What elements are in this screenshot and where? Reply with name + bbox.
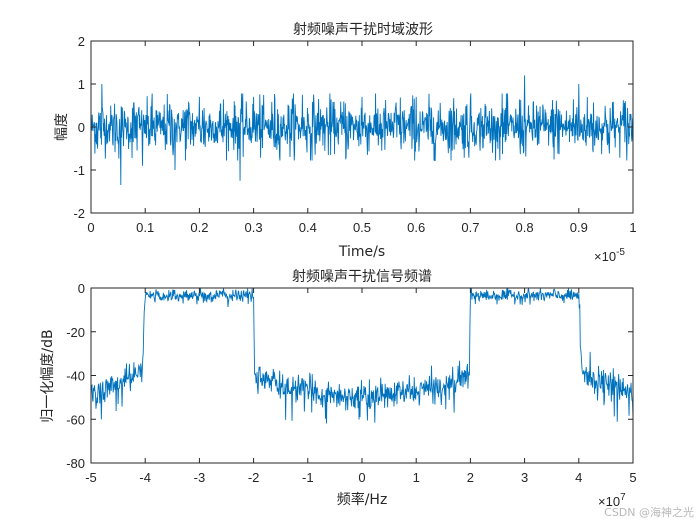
plot1-y-ticks: -2 -1 0 1 2	[73, 34, 633, 221]
time-domain-plot: 射频噪声干扰时域波形 0 0.1 0.2 0.3 0.4 0.5 0.6 0.7 0.8 0.9 1…	[54, 22, 637, 264]
plot2-title: 射频噪声干扰信号频谱	[292, 269, 432, 285]
plot2-y-ticks: -80 -60 -40 -20 0	[66, 281, 633, 471]
plot2-x-exponent: ×107	[598, 492, 626, 509]
plot1-exp-power: -5	[616, 247, 625, 258]
y-tick-label: 1	[78, 77, 85, 92]
plot1-title: 射频噪声干扰时域波形	[293, 22, 433, 38]
plot2-exp-base: ×10	[598, 494, 620, 509]
plot1-exp-base: ×10	[594, 249, 616, 264]
y-tick-label: 2	[78, 34, 85, 49]
y-tick-label: 0	[78, 120, 85, 135]
plot1-ylabel: 幅度	[54, 113, 70, 141]
x-tick-label: -2	[248, 470, 260, 485]
x-tick-label: 1	[629, 220, 636, 235]
y-tick-label: -2	[73, 206, 85, 221]
y-tick-label: -1	[73, 163, 85, 178]
x-tick-label: 0.5	[353, 220, 371, 235]
watermark: CSDN @海神之光	[604, 505, 694, 519]
plot2-spectrum-line	[90, 288, 634, 424]
frequency-spectrum-plot: 射频噪声干扰信号频谱 -5 -4 -3 -2 -1 0 1 2 3 4 5 -80 -60 -40 -20…	[39, 269, 637, 509]
x-tick-label: 0.4	[299, 220, 317, 235]
plot2-exp-power: 7	[620, 492, 626, 503]
x-tick-label: -1	[302, 470, 314, 485]
x-tick-label: 0	[358, 470, 365, 485]
waveform-series	[90, 75, 634, 186]
x-tick-label: 0.1	[136, 220, 154, 235]
plot2-ylabel: 归一化幅度/dB	[39, 329, 56, 422]
plot1-x-exponent: ×10-5	[594, 247, 625, 264]
x-tick-label: -3	[194, 470, 206, 485]
y-tick-label: -20	[66, 325, 85, 340]
plot1-xlabel: Time/s	[338, 244, 385, 260]
y-tick-label: -40	[66, 369, 85, 384]
y-tick-label: -80	[66, 456, 85, 471]
x-tick-label: -5	[85, 470, 97, 485]
x-tick-label: 2	[467, 470, 474, 485]
x-tick-label: 0.3	[245, 220, 263, 235]
x-tick-label: -4	[139, 470, 151, 485]
x-tick-label: 0.9	[570, 220, 588, 235]
plot2-x-ticks: -5 -4 -3 -2 -1 0 1 2 3 4 5	[85, 288, 637, 485]
x-tick-label: 1	[413, 470, 420, 485]
y-tick-label: 0	[78, 281, 85, 296]
plot1-waveform-line	[90, 75, 634, 186]
plot2-xlabel: 频率/Hz	[337, 491, 388, 508]
x-tick-label: 0.2	[190, 220, 208, 235]
plot2-axes-box	[90, 287, 634, 464]
x-tick-label: 0	[87, 220, 94, 235]
x-tick-label: 0.7	[461, 220, 479, 235]
x-tick-label: 3	[521, 470, 528, 485]
x-tick-label: 0.8	[516, 220, 534, 235]
x-tick-label: 0.6	[407, 220, 425, 235]
x-tick-label: 5	[629, 470, 636, 485]
x-tick-label: 4	[575, 470, 582, 485]
spectrum-series	[90, 288, 634, 424]
plot1-x-ticks: 0 0.1 0.2 0.3 0.4 0.5 0.6 0.7 0.8 0.9 1	[87, 41, 637, 235]
y-tick-label: -60	[66, 412, 85, 427]
